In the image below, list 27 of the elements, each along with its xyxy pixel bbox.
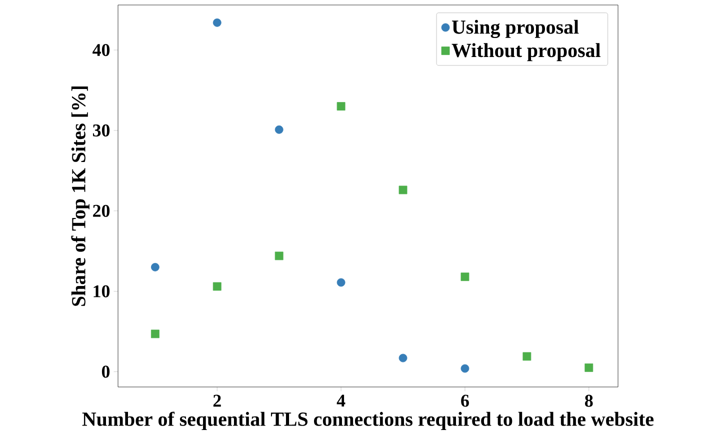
point	[584, 363, 594, 372]
y-tick-label: 20	[93, 204, 110, 217]
point	[274, 252, 284, 260]
x-tick-label: 8	[585, 394, 593, 407]
point	[150, 262, 160, 272]
legend-label: Using proposal	[452, 20, 579, 38]
x-axis-title: Number of sequential TLS connections required to load the website	[82, 412, 654, 430]
point	[336, 278, 346, 287]
legend-label: Without proposal	[452, 43, 600, 62]
y-tick-label: 30	[92, 124, 110, 136]
point	[522, 352, 532, 361]
point	[460, 364, 470, 373]
point	[212, 18, 222, 27]
y-tick-label: 40	[92, 44, 110, 56]
y-tick-label: 10	[94, 285, 110, 298]
point	[336, 102, 346, 111]
point	[398, 186, 408, 194]
point	[398, 354, 408, 362]
point	[212, 282, 222, 291]
y-axis-title: Share of Top 1K Sites [%]	[71, 86, 90, 306]
x-tick-label: 6	[461, 394, 469, 407]
point	[274, 125, 284, 134]
point	[460, 272, 470, 282]
point	[150, 330, 160, 338]
x-tick-label: 4	[336, 394, 346, 407]
x-tick-label: 2	[213, 394, 221, 407]
y-tick-label: 0	[102, 366, 110, 378]
